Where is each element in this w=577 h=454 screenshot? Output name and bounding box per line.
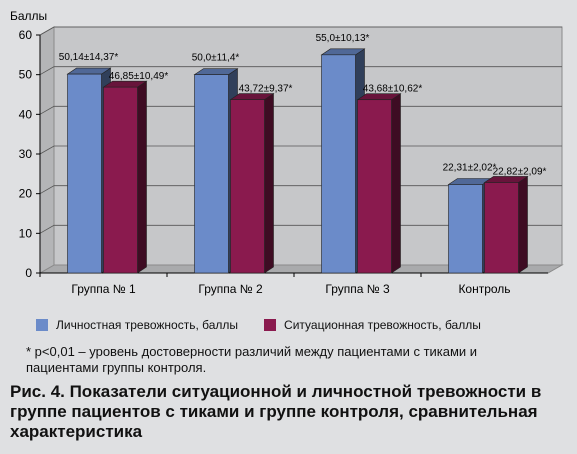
y-axis-title: Баллы	[10, 9, 47, 23]
y-tick-label: 10	[19, 226, 33, 240]
y-tick-label: 60	[19, 28, 33, 42]
bar	[321, 54, 356, 274]
bar	[67, 73, 102, 274]
data-label: 22,31±2,02*	[443, 163, 497, 174]
data-label: 50,0±11,4*	[192, 53, 240, 64]
y-tick-label: 40	[19, 107, 33, 121]
bar	[230, 99, 265, 274]
legend-label-situational: Ситуационная тревожность, баллы	[284, 318, 481, 332]
gridline	[39, 26, 562, 36]
legend-swatch-situational	[264, 319, 277, 331]
x-tick-label: Группа № 1	[71, 282, 136, 296]
footnote: * p<0,01 – уровень достоверности различи…	[26, 344, 478, 375]
y-tick-label: 50	[19, 68, 33, 82]
y-tick-label: 30	[19, 147, 33, 161]
gridline	[39, 66, 562, 76]
x-tick-label: Группа № 3	[325, 282, 390, 296]
y-tick-label: 0	[25, 266, 32, 280]
legend-swatch-personal	[36, 319, 48, 331]
data-label: 22,82±2,09*	[493, 166, 547, 177]
bar-side	[137, 80, 147, 274]
bar-side	[518, 175, 528, 274]
data-label: 55,0±10,13*	[316, 33, 370, 44]
bar	[448, 184, 483, 274]
data-label: 43,68±10,62*	[363, 84, 423, 95]
legend-item-personal: Личностная тревожность, баллы	[36, 318, 238, 332]
data-label: 43,72±9,37*	[239, 84, 293, 95]
data-label: 50,14±14,37*	[59, 52, 119, 63]
bar	[484, 182, 519, 274]
bar-side	[391, 93, 401, 274]
legend-item-situational: Ситуационная тревожность, баллы	[264, 318, 481, 332]
x-tick-label: Контроль	[458, 282, 510, 296]
bar-chart: 0 10 20 30 40 50 60 Баллы 50,14±14,37* 46,85±10,4…	[10, 9, 564, 296]
bar-side	[264, 93, 274, 274]
x-tick-label: Группа № 2	[198, 282, 263, 296]
bar	[103, 86, 138, 274]
figure-caption: Рис. 4. Показатели ситуационной и личнос…	[10, 382, 542, 441]
y-tick-label: 20	[19, 187, 33, 201]
chart-legend: Личностная тревожность, баллы Ситуационн…	[36, 314, 556, 336]
bar	[357, 99, 392, 274]
data-label: 46,85±10,49*	[109, 71, 169, 82]
bar	[194, 74, 229, 274]
legend-label-personal: Личностная тревожность, баллы	[56, 318, 239, 332]
